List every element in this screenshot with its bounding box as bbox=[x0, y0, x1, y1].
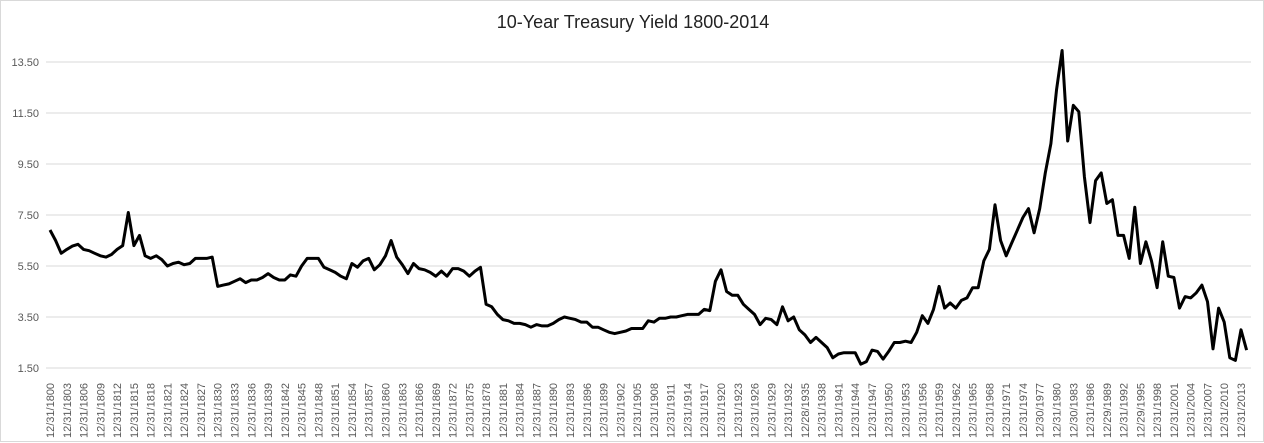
x-tick-label: 12/31/1914 bbox=[682, 383, 694, 438]
x-tick-label: 12/31/1986 bbox=[1085, 383, 1097, 438]
x-tick-label: 12/31/2013 bbox=[1236, 383, 1248, 438]
x-tick-label: 12/31/1950 bbox=[884, 383, 896, 438]
x-tick-label: 12/28/1935 bbox=[800, 383, 812, 438]
y-tick-label: 3.50 bbox=[18, 312, 39, 324]
x-tick-label: 12/30/1977 bbox=[1035, 383, 1047, 438]
x-tick-label: 12/29/1995 bbox=[1135, 383, 1147, 438]
x-tick-label: 12/31/1875 bbox=[464, 383, 476, 438]
x-tick-label: 12/31/1836 bbox=[246, 383, 258, 438]
x-tick-label: 12/31/1803 bbox=[62, 383, 74, 438]
x-tick-label: 12/31/1896 bbox=[582, 383, 594, 438]
x-tick-label: 12/31/1887 bbox=[531, 383, 543, 438]
y-tick-label: 1.50 bbox=[18, 363, 39, 375]
x-tick-label: 12/31/1917 bbox=[699, 383, 711, 438]
x-tick-label: 12/31/2004 bbox=[1186, 383, 1198, 438]
x-tick-label: 12/31/1965 bbox=[968, 383, 980, 438]
x-tick-label: 12/31/1962 bbox=[951, 383, 963, 438]
x-tick-label: 12/31/1827 bbox=[196, 383, 208, 438]
y-tick-label: 13.50 bbox=[11, 57, 39, 69]
x-tick-label: 12/31/1863 bbox=[397, 383, 409, 438]
y-tick-label: 5.50 bbox=[18, 261, 39, 273]
x-tick-label: 12/31/1968 bbox=[984, 383, 996, 438]
x-tick-label: 12/31/1830 bbox=[213, 383, 225, 438]
x-tick-label: 12/31/1905 bbox=[632, 383, 644, 438]
y-tick-label: 7.50 bbox=[18, 210, 39, 222]
x-tick-label: 12/31/1971 bbox=[1001, 383, 1013, 438]
x-tick-label: 12/31/1866 bbox=[414, 383, 426, 438]
x-tick-label: 12/31/1974 bbox=[1018, 383, 1030, 438]
x-tick-label: 12/31/1932 bbox=[783, 383, 795, 438]
x-tick-label: 12/31/1821 bbox=[162, 383, 174, 438]
x-tick-label: 12/31/1953 bbox=[901, 383, 913, 438]
y-tick-label: 11.50 bbox=[12, 108, 39, 120]
x-tick-label: 12/31/1956 bbox=[917, 383, 929, 438]
x-tick-label: 12/31/1818 bbox=[146, 383, 158, 438]
x-tick-label: 12/31/1884 bbox=[515, 383, 527, 438]
x-tick-label: 12/31/1929 bbox=[766, 383, 778, 438]
x-tick-label: 12/31/1944 bbox=[850, 383, 862, 438]
x-tick-label: 12/31/2007 bbox=[1202, 383, 1214, 438]
x-tick-label: 12/31/1878 bbox=[481, 383, 493, 438]
x-tick-label: 12/31/1908 bbox=[649, 383, 661, 438]
x-tick-label: 12/31/1845 bbox=[297, 383, 309, 438]
x-tick-label: 12/31/1848 bbox=[313, 383, 325, 438]
x-tick-label: 12/31/1941 bbox=[833, 383, 845, 438]
x-tick-label: 12/31/2010 bbox=[1219, 383, 1231, 438]
x-tick-label: 12/31/1815 bbox=[129, 383, 141, 438]
x-tick-label: 12/31/1869 bbox=[431, 383, 443, 438]
x-tick-label: 12/31/1893 bbox=[565, 383, 577, 438]
x-tick-label: 12/31/1881 bbox=[498, 383, 510, 438]
x-tick-label: 12/31/1959 bbox=[934, 383, 946, 438]
y-tick-label: 9.50 bbox=[18, 159, 39, 171]
x-tick-label: 12/31/1860 bbox=[380, 383, 392, 438]
x-tick-label: 12/31/1920 bbox=[716, 383, 728, 438]
x-tick-label: 12/31/1938 bbox=[817, 383, 829, 438]
x-tick-label: 12/31/1899 bbox=[599, 383, 611, 438]
x-tick-label: 12/31/1857 bbox=[364, 383, 376, 438]
x-tick-label: 12/31/1854 bbox=[347, 383, 359, 438]
x-tick-label: 12/31/1800 bbox=[45, 383, 57, 438]
x-tick-label: 12/31/1926 bbox=[750, 383, 762, 438]
x-tick-label: 12/31/2001 bbox=[1169, 383, 1181, 438]
x-tick-label: 12/31/1902 bbox=[615, 383, 627, 438]
x-tick-label: 12/31/1824 bbox=[179, 383, 191, 438]
x-tick-label: 12/29/1989 bbox=[1102, 383, 1114, 438]
x-tick-label: 12/31/1923 bbox=[733, 383, 745, 438]
x-tick-label: 12/31/1980 bbox=[1051, 383, 1063, 438]
x-tick-label: 12/31/1842 bbox=[280, 383, 292, 438]
x-tick-label: 12/31/1872 bbox=[448, 383, 460, 438]
x-tick-label: 12/31/1998 bbox=[1152, 383, 1164, 438]
x-tick-label: 12/30/1983 bbox=[1068, 383, 1080, 438]
x-tick-label: 12/31/1809 bbox=[95, 383, 107, 438]
x-tick-label: 12/31/1833 bbox=[230, 383, 242, 438]
chart-title: 10-Year Treasury Yield 1800-2014 bbox=[497, 12, 770, 32]
x-tick-label: 12/31/1851 bbox=[330, 383, 342, 438]
x-tick-label: 12/31/1911 bbox=[666, 384, 678, 438]
x-tick-label: 12/31/1812 bbox=[112, 383, 124, 438]
x-tick-label: 12/31/1806 bbox=[79, 383, 91, 438]
x-tick-label: 12/31/1890 bbox=[548, 383, 560, 438]
series-line bbox=[48, 49, 1249, 366]
x-tick-label: 12/31/1992 bbox=[1119, 383, 1131, 438]
x-tick-label: 12/31/1947 bbox=[867, 383, 879, 438]
x-tick-label: 12/31/1839 bbox=[263, 383, 275, 438]
